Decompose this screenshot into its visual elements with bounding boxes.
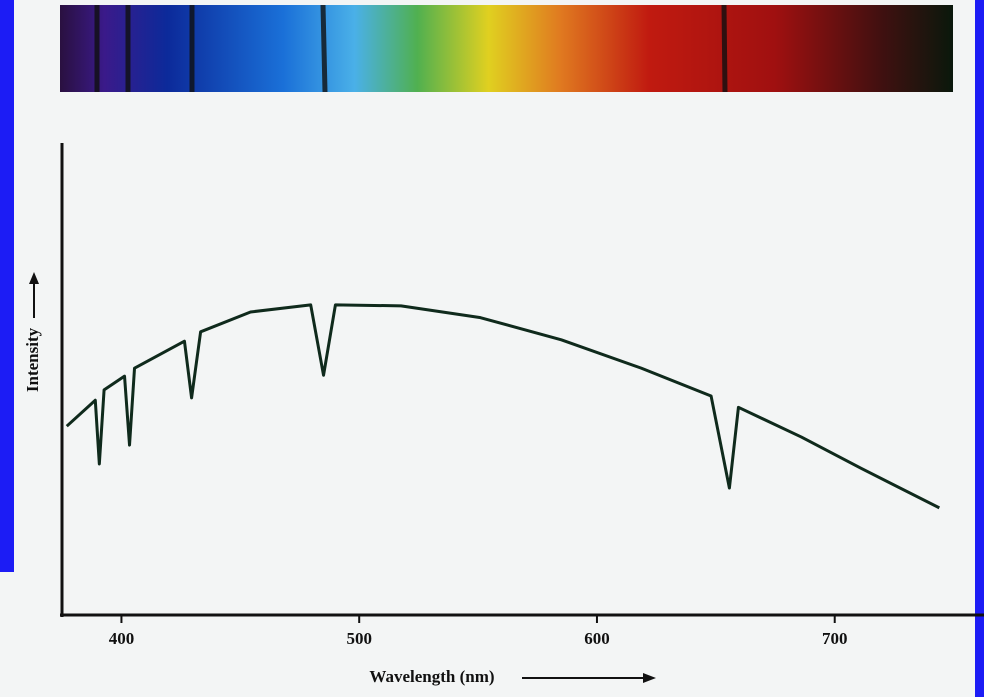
x-tick-label: 700 xyxy=(822,629,848,648)
spectrum-strip xyxy=(60,5,953,92)
x-arrow xyxy=(522,673,656,683)
x-axis-label: Wavelength (nm) xyxy=(369,667,494,686)
y-axis-label: Intensity xyxy=(23,327,42,392)
y-arrow xyxy=(29,272,39,318)
x-tick-label: 600 xyxy=(584,629,610,648)
x-tick-label: 400 xyxy=(109,629,135,648)
data-line xyxy=(65,303,941,510)
panel xyxy=(14,0,975,697)
panel-corner xyxy=(0,572,14,697)
x-tick-label: 500 xyxy=(346,629,372,648)
spectrum-lines xyxy=(94,4,728,93)
